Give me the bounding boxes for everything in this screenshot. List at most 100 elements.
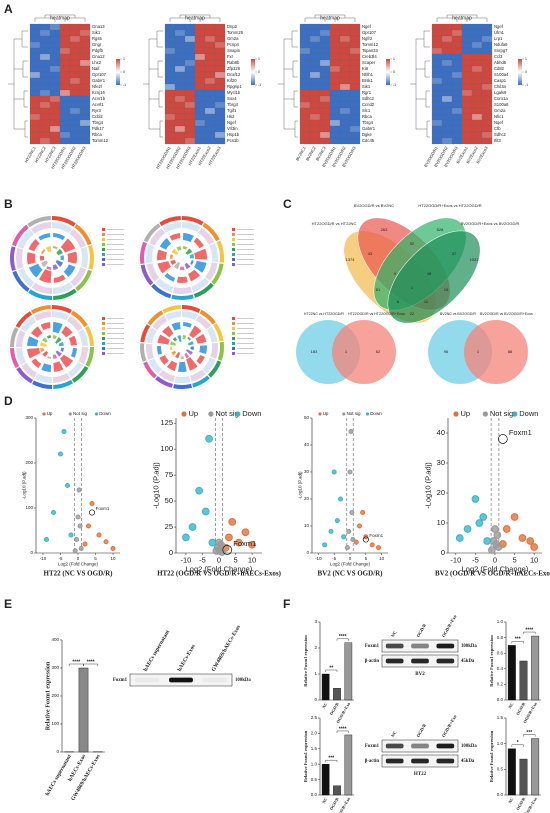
- gene-label: Hk2: [227, 114, 235, 119]
- heatmap-cell: [49, 35, 61, 43]
- volcano-point: [77, 523, 83, 529]
- circos-mid: [20, 316, 37, 333]
- venn-count: 1: [411, 285, 414, 290]
- gene-label: Rab8b: [227, 60, 240, 65]
- heatmap-cell: [461, 35, 473, 43]
- volcano-point: [188, 523, 197, 531]
- venn-count: 9: [394, 271, 397, 276]
- heatmap-cell: [471, 59, 483, 67]
- circos-mid: [191, 277, 210, 293]
- volcano-point: [182, 533, 190, 542]
- dendrogram: [410, 39, 417, 129]
- gene-label: Kcnj16: [92, 90, 105, 95]
- circos-bar: [53, 361, 64, 372]
- legend-key: [94, 412, 99, 416]
- heatmap-cell: [214, 47, 226, 55]
- circos-outer: [51, 305, 72, 314]
- y-tick-label: 400: [51, 637, 59, 642]
- heatmap-cell: [431, 77, 443, 85]
- circos-mid: [77, 329, 88, 347]
- heatmap-cell: [329, 77, 341, 85]
- heatmap-cell: [339, 59, 351, 67]
- heatmap-cell: [329, 95, 341, 103]
- heatmap-cell: [339, 23, 351, 31]
- bar: [531, 635, 540, 701]
- heatmap-cell: [461, 101, 473, 109]
- circos-inner: [42, 337, 48, 343]
- heatmap-cell: [339, 101, 351, 109]
- heatmap-cell: [481, 71, 493, 79]
- heatmap-cell: [319, 113, 331, 121]
- gene-label: Tomm12: [362, 42, 379, 47]
- heatmap-cell: [309, 35, 321, 43]
- heatmap-cell: [431, 101, 443, 109]
- volcano-point: [375, 545, 382, 551]
- circos-inner: [55, 350, 62, 357]
- heatmap-cell: [59, 23, 71, 31]
- heatmap-cell: [349, 131, 361, 139]
- heatmap-cell: [481, 23, 493, 31]
- heatmap-cell: [194, 137, 206, 145]
- gene-label: Ryr3: [92, 108, 102, 113]
- circos-bar: [182, 322, 192, 328]
- circos-mid: [16, 247, 24, 270]
- blot-size-label: 45kDa: [461, 759, 475, 764]
- gene-label: Pdgfb: [92, 48, 104, 53]
- heatmap-cell: [79, 119, 91, 127]
- legend-tick-label: -1: [525, 83, 528, 87]
- heatmap-cell: [194, 35, 206, 43]
- circos-bar: [157, 334, 170, 345]
- y-tick-label: 0.0: [497, 792, 504, 797]
- circos-mid: [52, 372, 70, 383]
- heatmap-cell: [164, 35, 176, 43]
- circos-inner: [40, 342, 48, 347]
- circos-legend-key: [102, 263, 105, 266]
- heatmap-cell: [461, 125, 473, 133]
- blot-band: [135, 677, 159, 683]
- heatmap-cell: [471, 47, 483, 55]
- blot-band: [411, 758, 429, 764]
- heatmap-cell: [349, 83, 361, 91]
- heatmap-cell: [69, 125, 81, 133]
- gene-label: Nfic1: [494, 114, 504, 119]
- dendrogram: [8, 39, 15, 129]
- circos-outer: [85, 346, 94, 367]
- gene-label: Tgif1: [227, 108, 237, 113]
- heatmap-cell: [481, 41, 493, 49]
- heatmap-cell: [319, 59, 331, 67]
- y-tick-label: 0.6: [497, 650, 504, 655]
- heatmap-cell: [59, 83, 71, 91]
- circos-mid: [174, 376, 191, 383]
- heatmap-cell: [329, 125, 341, 133]
- heatmap-cell: [184, 71, 196, 79]
- color-legend: [251, 59, 255, 85]
- heatmap-cell: [431, 125, 443, 133]
- x-tick-label: 10: [110, 556, 116, 561]
- heatmap-cell: [461, 59, 473, 67]
- significance-label: ****: [339, 726, 347, 732]
- heatmap-cell: [481, 89, 493, 97]
- heatmap-cell: [431, 95, 443, 103]
- heatmap-cell: [214, 53, 226, 61]
- heatmap-cell: [451, 77, 463, 85]
- y-axis-label: -Log10 (P.adj): [297, 471, 302, 499]
- circos-outer: [140, 264, 154, 286]
- circos-inner: [52, 335, 57, 340]
- circos-bar: [164, 272, 176, 282]
- heatmap-cell: [329, 83, 341, 91]
- circos-outer: [207, 360, 222, 378]
- gene-label: Ccl3: [494, 54, 503, 59]
- heatmap-cell: [349, 113, 361, 121]
- volcano-point: [248, 540, 256, 549]
- x-tick-label: 5: [233, 555, 237, 564]
- heatmap-cell: [39, 47, 51, 55]
- heatmap-cell: [204, 23, 216, 31]
- circos-bar: [63, 264, 76, 277]
- heatmap-cell: [39, 65, 51, 73]
- gene-label: Acvrl1: [92, 102, 104, 107]
- heatmap-cell: [299, 125, 311, 133]
- circos-bar: [193, 248, 207, 260]
- legend-key: [181, 411, 187, 417]
- heatmap-cell: [184, 125, 196, 133]
- heatmap-cell: [319, 53, 331, 61]
